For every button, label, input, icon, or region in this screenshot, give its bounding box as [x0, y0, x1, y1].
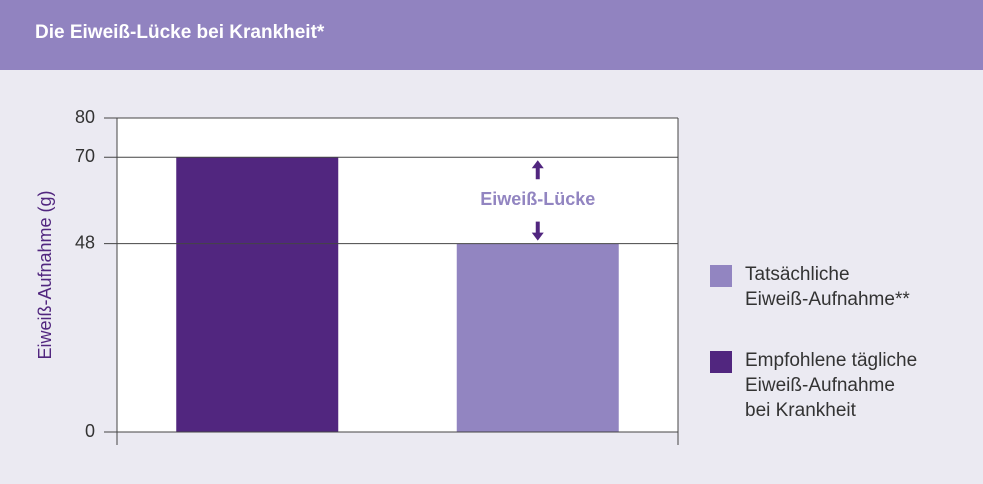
bar [456, 243, 619, 432]
y-tick-label: 0 [85, 421, 95, 441]
chart-title: Die Eiweiß-Lücke bei Krankheit* [35, 22, 325, 43]
legend-swatch [710, 265, 732, 287]
y-axis-label: Eiweiß-Aufnahme (g) [35, 190, 55, 359]
legend-label: Empfohlene tägliche Eiweiß-Aufnahme bei … [745, 350, 918, 421]
arrow-head [531, 160, 544, 169]
legend-label: Tatsächliche Eiweiß-Aufnahme** [745, 264, 910, 310]
legend-swatch [710, 351, 732, 373]
y-tick-label: 70 [75, 146, 95, 166]
bar [176, 157, 339, 432]
y-tick-label: 80 [75, 107, 95, 127]
header: Die Eiweiß-Lücke bei Krankheit* [0, 0, 983, 70]
y-tick-label: 48 [75, 232, 95, 252]
arrow-head [531, 232, 544, 241]
annotation: Eiweiß-Lücke [480, 189, 595, 209]
